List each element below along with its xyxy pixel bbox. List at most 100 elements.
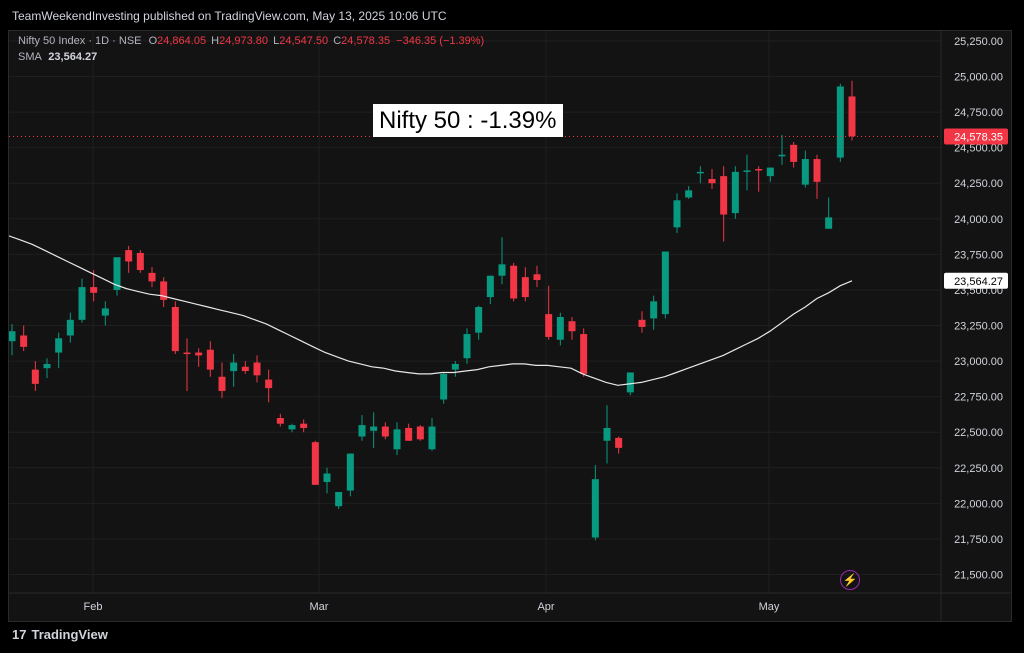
candle-body <box>148 272 156 282</box>
last-price-label: 24,578.35 <box>954 132 1003 144</box>
candle-body <box>288 425 296 430</box>
footer-label: TradingView <box>31 627 108 642</box>
last-price-badge <box>944 128 1008 145</box>
y-tick-label: 25,250.00 <box>954 36 1003 48</box>
y-tick-label: 24,750.00 <box>954 107 1003 119</box>
candle-body <box>755 169 763 171</box>
candle-body <box>78 287 86 320</box>
candle-body <box>428 426 436 450</box>
candle-body <box>661 251 669 315</box>
close-value: 24,578.35 <box>341 35 391 47</box>
candle-body <box>568 321 576 332</box>
y-tick-label: 24,500.00 <box>954 143 1003 155</box>
low-value: 24,547.50 <box>279 35 329 47</box>
candle-body <box>533 274 541 280</box>
candle-body <box>20 335 28 347</box>
candle-body <box>381 426 389 437</box>
candle-body <box>498 264 506 276</box>
candle-body <box>510 265 518 299</box>
tradingview-logo: 17 TradingView <box>12 627 108 642</box>
x-tick-label: May <box>759 601 780 613</box>
candle-body <box>708 178 716 184</box>
high-value: 24,973.80 <box>219 35 269 47</box>
sma-label: SMA <box>18 51 42 63</box>
candle-body <box>9 331 16 342</box>
y-tick-label: 23,000.00 <box>954 356 1003 368</box>
change-value: −346.35 (−1.39%) <box>396 35 485 47</box>
publish-line: TeamWeekendInvesting published on Tradin… <box>12 9 447 23</box>
candlestick-chart[interactable]: Feb Mar Apr May 25,250.00 25,000.00 24,750.00 2… <box>9 31 1011 621</box>
candle-body <box>171 307 179 352</box>
candle-body <box>101 308 109 316</box>
tv-logo-icon: 17 <box>12 627 27 642</box>
x-tick-label: Apr <box>537 601 554 613</box>
candle-body <box>638 319 646 327</box>
candle-body <box>615 437 623 448</box>
candle-body <box>323 473 331 483</box>
candle-body <box>183 352 191 355</box>
candle-body <box>253 362 261 376</box>
sma-value: 23,564.27 <box>48 51 98 63</box>
candle-body <box>521 277 529 298</box>
open-value: 24,864.05 <box>157 35 207 47</box>
y-tick-label: 21,750.00 <box>954 534 1003 546</box>
candle-body <box>206 349 214 370</box>
candle-body <box>218 376 226 391</box>
candle-body <box>311 442 319 485</box>
candle-body <box>766 167 774 177</box>
candle-body <box>230 362 238 372</box>
candle-body <box>545 314 553 337</box>
candle-body <box>265 379 273 389</box>
candle-body <box>55 338 63 353</box>
low-label: L <box>273 35 280 47</box>
candle-body <box>451 363 459 370</box>
symbol-label[interactable]: Nifty 50 Index · 1D · NSE <box>18 35 142 47</box>
candle-body <box>685 190 693 198</box>
lightning-icon[interactable]: ⚡ <box>840 570 860 590</box>
candle-body <box>580 334 588 374</box>
candle-body <box>696 171 704 174</box>
candle-body <box>358 425 366 437</box>
candle-body <box>743 170 751 172</box>
open-label: O <box>148 35 158 47</box>
candle-body <box>801 159 809 185</box>
sma-price-label: 23,564.27 <box>954 276 1003 288</box>
candle-body <box>416 426 424 440</box>
candle-body <box>335 491 343 507</box>
candle-body <box>125 250 133 262</box>
candle-body <box>113 257 121 290</box>
y-tick-label: 21,500.00 <box>954 570 1003 582</box>
candle-body <box>463 334 471 359</box>
candle-body <box>393 429 401 450</box>
y-tick-label: 22,750.00 <box>954 392 1003 404</box>
candle-body <box>813 159 821 182</box>
candle-body <box>556 316 564 340</box>
candle-body <box>673 200 681 228</box>
candle-body <box>66 319 74 336</box>
sma-line <box>9 235 853 386</box>
candle-body <box>43 363 51 369</box>
candle-body <box>136 252 144 271</box>
high-label: H <box>211 35 220 47</box>
candle-body <box>90 287 98 293</box>
close-label: C <box>333 35 342 47</box>
annotation-label[interactable]: Nifty 50 : -1.39% <box>373 104 564 137</box>
y-tick-label: 22,500.00 <box>954 427 1003 439</box>
candle-body <box>405 427 413 441</box>
candle-body <box>836 86 844 158</box>
candle-body <box>790 144 798 162</box>
candle-body <box>276 417 284 424</box>
candle-body <box>31 369 39 384</box>
candle-body <box>160 281 168 300</box>
sma-price-badge <box>944 272 1008 289</box>
candle-body <box>241 366 249 372</box>
sma-legend[interactable]: SMA 23,564.27 <box>18 51 97 63</box>
candle-body <box>720 176 728 215</box>
candle-body <box>848 96 856 137</box>
candle-body <box>603 427 611 441</box>
candle-body <box>650 301 658 319</box>
candle-body <box>370 426 378 431</box>
candle-body <box>731 171 739 214</box>
y-tick-label: 22,250.00 <box>954 463 1003 475</box>
y-tick-label: 22,000.00 <box>954 498 1003 510</box>
